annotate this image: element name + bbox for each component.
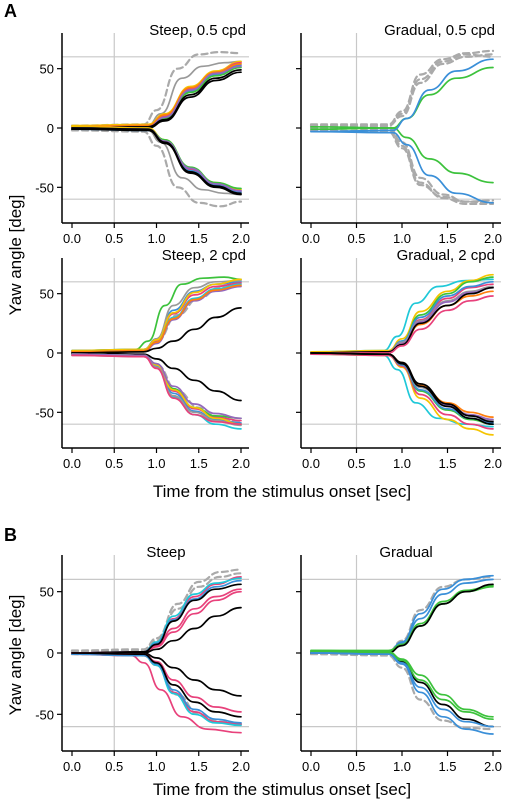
- x-tick-label: 1.0: [147, 759, 165, 774]
- panel-title: Gradual, 2 cpd: [397, 247, 495, 264]
- plot-steep: 0.0 0.5 1.0 1.5 2.0 -50 0 50 Steep: [35, 544, 250, 774]
- x-tick-label: 1.5: [438, 759, 456, 774]
- x-tick-label: 1.0: [393, 759, 411, 774]
- series-line: [71, 653, 242, 724]
- x-axis-title-b: Time from the stimulus onset [sec]: [153, 780, 411, 799]
- series-line: [309, 575, 495, 653]
- x-tick-label: 2.0: [484, 759, 502, 774]
- y-tick-label: 50: [40, 585, 54, 600]
- series-line: [71, 354, 242, 426]
- series-line: [310, 353, 494, 430]
- x-tick-label: 0.0: [302, 456, 320, 471]
- series-line: [310, 58, 494, 133]
- series-line: [310, 295, 494, 354]
- series-line: [310, 130, 494, 204]
- x-tick-label: 2.0: [232, 456, 250, 471]
- panel-title: Gradual: [379, 544, 432, 561]
- series-line: [71, 652, 242, 713]
- x-axis-title-a: Time from the stimulus onset [sec]: [153, 482, 411, 501]
- x-tick-label: 1.5: [190, 759, 208, 774]
- series-line: [310, 352, 494, 426]
- series-line: [310, 286, 494, 354]
- series-line: [71, 353, 242, 420]
- x-tick-label: 0.5: [347, 456, 365, 471]
- series-line: [310, 652, 494, 728]
- series-line: [71, 583, 242, 654]
- x-tick-label: 1.5: [438, 231, 456, 246]
- x-tick-label: 1.0: [393, 456, 411, 471]
- y-tick-label: -50: [35, 707, 54, 722]
- series-line: [70, 129, 243, 208]
- series-line: [71, 128, 242, 196]
- x-tick-label: 1.5: [190, 456, 208, 471]
- series-line: [71, 352, 242, 402]
- series-line: [310, 125, 494, 184]
- series-line: [70, 568, 243, 652]
- x-tick-label: 1.5: [190, 231, 208, 246]
- y-tick-label: 0: [47, 646, 54, 661]
- x-tick-label: 2.0: [232, 759, 250, 774]
- series-line: [70, 572, 243, 653]
- panel-title: Steep: [146, 544, 185, 561]
- series-line: [310, 649, 494, 718]
- x-tick-label: 0.0: [63, 759, 81, 774]
- x-tick-label: 1.0: [147, 456, 165, 471]
- y-tick-label: 0: [47, 346, 54, 361]
- series-line: [71, 652, 242, 697]
- series-line: [71, 652, 242, 718]
- x-tick-label: 0.0: [302, 231, 320, 246]
- x-tick-label: 0.0: [63, 231, 81, 246]
- plot-gradual-0.5cpd: 0.0 0.5 1.0 1.5 2.0 Gradual, 0.5 cpd: [296, 22, 502, 246]
- series-line: [309, 124, 495, 204]
- series-line: [310, 650, 494, 721]
- x-tick-label: 0.5: [347, 231, 365, 246]
- series-line: [71, 63, 242, 128]
- series-line: [309, 53, 495, 128]
- plot-steep-0.5cpd: 0.0 0.5 1.0 1.5 2.0 -50 0 50 Steep, 0.5 cpd: [35, 22, 250, 246]
- section-label-a: A: [4, 1, 17, 21]
- plot-steep-2cpd: 0.0 0.5 1.0 1.5 2.0 -50 0 50 Steep, 2 cpd: [35, 247, 250, 471]
- series-line: [309, 53, 495, 127]
- y-axis-title-b: Yaw angle [deg]: [6, 595, 25, 716]
- series-line: [310, 273, 494, 353]
- series-line: [71, 278, 242, 352]
- series-line: [310, 584, 494, 652]
- x-tick-label: 1.0: [147, 231, 165, 246]
- y-tick-label: -50: [35, 405, 54, 420]
- y-axis-title-a: Yaw angle [deg]: [6, 195, 25, 316]
- series-line: [309, 49, 495, 126]
- x-tick-label: 0.5: [347, 759, 365, 774]
- plot-gradual: 0.0 0.5 1.0 1.5 2.0 Gradual: [296, 544, 502, 774]
- x-tick-label: 0.5: [105, 231, 123, 246]
- series-line: [310, 574, 494, 654]
- x-tick-label: 2.0: [232, 231, 250, 246]
- x-tick-label: 0.5: [105, 759, 123, 774]
- x-tick-label: 0.0: [302, 759, 320, 774]
- series-line: [309, 126, 495, 206]
- x-tick-label: 2.0: [484, 456, 502, 471]
- y-tick-label: -50: [35, 180, 54, 195]
- y-tick-label: 50: [40, 287, 54, 302]
- section-label-b: B: [4, 525, 17, 545]
- series-line: [309, 653, 495, 731]
- panel-title: Steep, 0.5 cpd: [149, 22, 246, 39]
- series-line: [309, 129, 495, 203]
- panel-title: Steep, 2 cpd: [162, 247, 246, 264]
- panel-title: Gradual, 0.5 cpd: [384, 22, 495, 39]
- x-tick-label: 1.0: [393, 231, 411, 246]
- plot-gradual-2cpd: 0.0 0.5 1.0 1.5 2.0 Gradual, 2 cpd: [296, 247, 502, 471]
- series-line: [71, 284, 242, 353]
- y-tick-label: 50: [40, 62, 54, 77]
- y-tick-label: 0: [47, 121, 54, 136]
- x-tick-label: 1.5: [438, 456, 456, 471]
- x-tick-label: 0.0: [63, 456, 81, 471]
- x-tick-label: 0.5: [105, 456, 123, 471]
- series-line: [71, 307, 242, 354]
- x-tick-label: 2.0: [484, 231, 502, 246]
